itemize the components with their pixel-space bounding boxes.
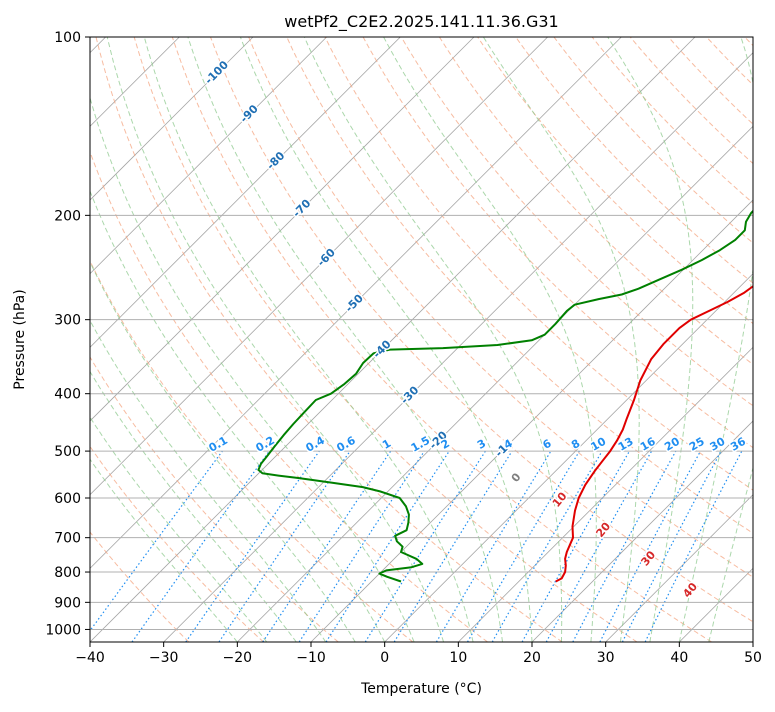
y-tick-label: 400 bbox=[54, 387, 81, 403]
y-tick-label: 800 bbox=[54, 565, 81, 581]
y-tick-label: 500 bbox=[54, 444, 81, 460]
x-tick-label: −10 bbox=[296, 650, 326, 666]
y-axis-label: Pressure (hPa) bbox=[12, 289, 28, 389]
x-tick-label: 0 bbox=[380, 650, 389, 666]
y-tick-label: 200 bbox=[54, 208, 81, 224]
x-tick-label: −40 bbox=[75, 650, 105, 666]
y-tick-label: 1000 bbox=[45, 622, 81, 638]
x-tick-label: 30 bbox=[597, 650, 615, 666]
x-tick-label: 40 bbox=[670, 650, 688, 666]
y-tick-label: 300 bbox=[54, 313, 81, 329]
x-tick-label: 50 bbox=[744, 650, 762, 666]
chart-title: wetPf2_C2E2.2025.141.11.36.G31 bbox=[284, 12, 558, 32]
y-tick-label: 900 bbox=[54, 595, 81, 611]
x-tick-label: −20 bbox=[223, 650, 253, 666]
x-axis-label: Temperature (°C) bbox=[360, 681, 482, 697]
x-tick-label: −30 bbox=[149, 650, 179, 666]
y-tick-label: 600 bbox=[54, 491, 81, 507]
x-tick-label: 10 bbox=[449, 650, 467, 666]
y-tick-label: 700 bbox=[54, 531, 81, 547]
x-tick-label: 20 bbox=[523, 650, 541, 666]
y-tick-label: 100 bbox=[54, 30, 81, 46]
